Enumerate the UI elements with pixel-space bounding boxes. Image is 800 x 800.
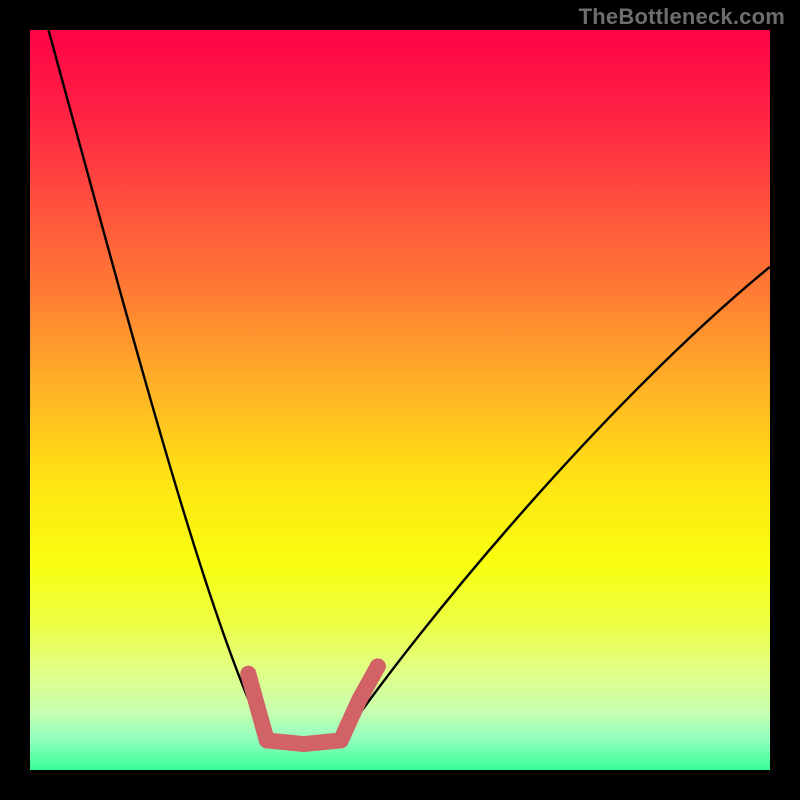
bottleneck-chart (0, 0, 800, 800)
chart-stage: TheBottleneck.com (0, 0, 800, 800)
attribution-label: TheBottleneck.com (579, 4, 785, 30)
